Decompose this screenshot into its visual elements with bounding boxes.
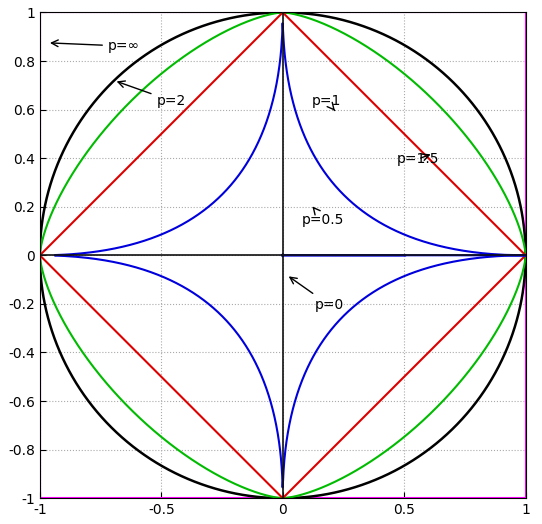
Text: p=2: p=2 <box>118 81 186 108</box>
Text: p=0: p=0 <box>290 277 344 312</box>
Text: p=1: p=1 <box>312 94 341 111</box>
Text: p=∞: p=∞ <box>51 39 140 53</box>
Text: p=1.5: p=1.5 <box>397 152 440 166</box>
Text: p=0.5: p=0.5 <box>302 208 345 227</box>
